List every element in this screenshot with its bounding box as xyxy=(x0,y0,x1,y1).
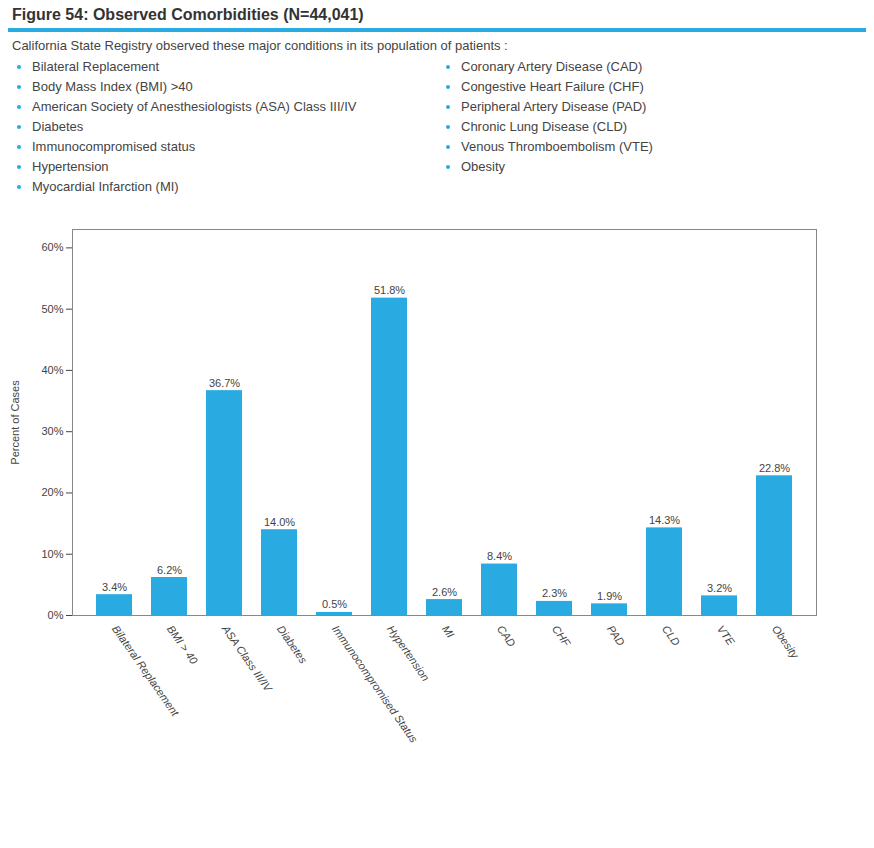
svg-text:1.9%: 1.9% xyxy=(597,590,622,602)
svg-text:2.6%: 2.6% xyxy=(432,586,457,598)
svg-text:BMI > 40: BMI > 40 xyxy=(165,623,201,667)
html-text:Immunocompromised status: Immunocompromised status xyxy=(32,139,196,154)
svg-text:14.3%: 14.3% xyxy=(649,514,680,526)
svg-text:Immunocompromised Status: Immunocompromised Status xyxy=(330,623,421,745)
html-text:California State Registry obse: California State Registry observed these… xyxy=(12,38,508,53)
svg-text:10%: 10% xyxy=(41,548,63,560)
svg-text:36.7%: 36.7% xyxy=(209,377,240,389)
svg-text:60%: 60% xyxy=(41,241,63,253)
svg-text:20%: 20% xyxy=(41,486,63,498)
svg-text:Hypertension: Hypertension xyxy=(385,623,432,683)
svg-text:3.4%: 3.4% xyxy=(102,581,127,593)
svg-text:22.8%: 22.8% xyxy=(759,462,790,474)
svg-text:50%: 50% xyxy=(41,303,63,315)
svg-text:Diabetes: Diabetes xyxy=(275,623,310,666)
svg-text:2.3%: 2.3% xyxy=(542,587,567,599)
svg-text:Percent of Cases: Percent of Cases xyxy=(9,380,21,465)
svg-text:51.8%: 51.8% xyxy=(374,284,405,296)
html-text:Congestive Heart Failure (CHF): Congestive Heart Failure (CHF) xyxy=(461,79,644,94)
svg-text:ASA Class III/IV: ASA Class III/IV xyxy=(219,622,275,695)
svg-text:0%: 0% xyxy=(48,609,64,621)
html-text:Peripheral Artery Disease (PAD: Peripheral Artery Disease (PAD) xyxy=(461,99,647,114)
svg-text:CAD: CAD xyxy=(495,623,518,649)
html-text:Chronic Lung Disease (CLD): Chronic Lung Disease (CLD) xyxy=(461,119,628,134)
html-text:Venous Thromboembolism (VTE): Venous Thromboembolism (VTE) xyxy=(461,139,653,154)
svg-text:Bilateral Replacement: Bilateral Replacement xyxy=(110,623,182,719)
html-text:Myocardial Infarction (MI): Myocardial Infarction (MI) xyxy=(32,179,179,194)
svg-text:3.2%: 3.2% xyxy=(707,582,732,594)
svg-text:6.2%: 6.2% xyxy=(157,564,182,576)
svg-text:CHF: CHF xyxy=(550,623,574,649)
svg-text:Obesity: Obesity xyxy=(770,623,802,662)
html-text:American Society of Anesthesio: American Society of Anesthesiologists (A… xyxy=(32,99,357,114)
svg-text:VTE: VTE xyxy=(715,623,737,648)
html-text:Figure 54: Observed Comorbidit: Figure 54: Observed Comorbidities (N=44,… xyxy=(12,6,364,23)
html-text:Bilateral Replacement: Bilateral Replacement xyxy=(32,59,160,74)
svg-text:40%: 40% xyxy=(41,364,63,376)
svg-text:CLD: CLD xyxy=(660,623,682,648)
svg-text:30%: 30% xyxy=(41,425,63,437)
html-text:Diabetes: Diabetes xyxy=(32,119,84,134)
html-text:Hypertension: Hypertension xyxy=(32,159,109,174)
svg-text:14.0%: 14.0% xyxy=(264,516,295,528)
html-text:Coronary Artery Disease (CAD): Coronary Artery Disease (CAD) xyxy=(461,59,643,74)
svg-text:8.4%: 8.4% xyxy=(487,550,512,562)
svg-text:MI: MI xyxy=(440,623,457,640)
html-text:Obesity: Obesity xyxy=(461,159,506,174)
svg-text:0.5%: 0.5% xyxy=(322,598,347,610)
svg-text:PAD: PAD xyxy=(605,623,627,648)
html-text:Body Mass Index (BMI) >40: Body Mass Index (BMI) >40 xyxy=(32,79,193,94)
